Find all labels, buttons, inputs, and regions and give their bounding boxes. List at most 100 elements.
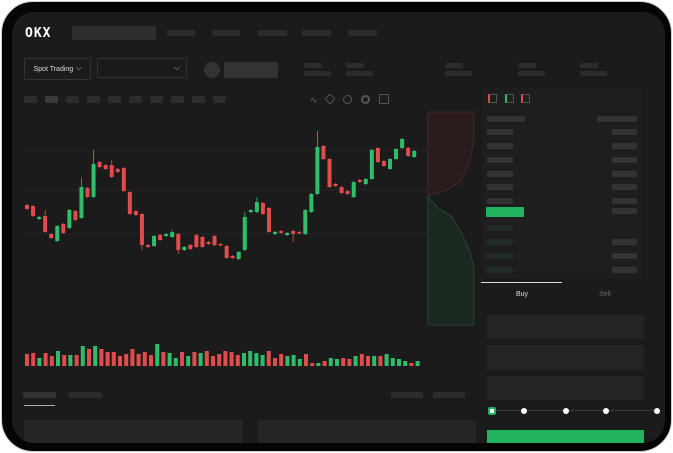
stat-label (580, 63, 598, 68)
candle-body (91, 164, 96, 197)
nav-item[interactable] (348, 30, 377, 36)
order-price[interactable] (487, 253, 513, 259)
filter-button[interactable] (391, 392, 423, 398)
nav-item[interactable] (302, 30, 331, 36)
camera-icon[interactable] (343, 95, 352, 104)
orders-tab-underline (24, 405, 55, 406)
candle-body (37, 217, 42, 219)
history-tab[interactable] (69, 392, 102, 398)
order-amount (612, 129, 637, 135)
target-icon[interactable] (361, 95, 370, 104)
volume-bar (87, 349, 91, 366)
sell-tab[interactable]: Sell (599, 291, 611, 298)
orders-tab[interactable] (23, 392, 56, 398)
depth-bids-area (427, 196, 475, 326)
filter-button[interactable] (433, 392, 465, 398)
volume-bar (372, 356, 377, 366)
candle-body (79, 187, 84, 218)
candle-body (43, 216, 48, 232)
order-price[interactable] (487, 184, 513, 190)
volume-bar (198, 353, 203, 366)
last-price[interactable] (486, 207, 524, 217)
timeframe-button[interactable] (129, 96, 142, 103)
order-price[interactable] (487, 225, 513, 231)
slider-stop-50[interactable] (563, 408, 569, 414)
order-amount (612, 157, 637, 163)
buy-button[interactable] (487, 430, 644, 443)
volume-bar (56, 351, 60, 366)
timeframe-button[interactable] (24, 96, 37, 103)
nav-item[interactable] (258, 30, 287, 36)
volume-bar (186, 356, 191, 366)
timeframe-button[interactable] (171, 96, 184, 103)
candle-body (394, 149, 399, 159)
timeframe-button[interactable] (213, 96, 226, 103)
stat-label (346, 63, 364, 68)
amount-slider-track[interactable] (492, 410, 659, 411)
nav-item[interactable] (167, 30, 195, 36)
candle-body (351, 182, 356, 197)
timeframe-button[interactable] (108, 96, 121, 103)
order-price[interactable] (487, 143, 513, 149)
pair-dropdown[interactable]: ⌵ (97, 58, 187, 78)
volume-bar (229, 352, 234, 366)
volume-bar (80, 346, 85, 366)
order-price[interactable] (487, 198, 513, 204)
candle-body (188, 245, 193, 249)
volume-bar (254, 353, 259, 366)
candle-body (242, 217, 247, 250)
volume-bar (136, 354, 141, 366)
slider-stop-25[interactable] (521, 408, 527, 414)
pair-name (224, 62, 278, 78)
order-price[interactable] (487, 116, 525, 122)
order-price[interactable] (487, 157, 513, 163)
price-input[interactable] (487, 315, 644, 339)
candle-body (67, 210, 72, 228)
volume-bar (204, 351, 209, 366)
order-price[interactable] (487, 267, 513, 273)
spot-trading-button[interactable]: Spot Trading ⌵ (24, 58, 91, 80)
stat-label (518, 63, 536, 68)
volume-bar (415, 361, 420, 366)
slider-handle[interactable] (488, 407, 496, 415)
candle-body (121, 168, 126, 191)
order-amount (597, 116, 637, 122)
buy-tab[interactable]: Buy (516, 291, 529, 298)
volume-bar (316, 363, 321, 366)
order-amount (612, 267, 637, 273)
nav-item[interactable] (212, 30, 240, 36)
order-price[interactable] (487, 239, 513, 245)
timeframe-button[interactable] (192, 96, 205, 103)
candle-body (176, 234, 181, 250)
order-price[interactable] (487, 129, 513, 135)
timeframe-button[interactable] (66, 96, 79, 103)
both-sides-icon[interactable] (488, 94, 497, 103)
slider-stop-75[interactable] (603, 408, 609, 414)
candle-body (279, 231, 284, 233)
volume-bar (93, 346, 98, 366)
okx-logo[interactable]: OKX (25, 26, 52, 41)
volume-bar (149, 355, 153, 366)
candlestick-chart[interactable] (12, 12, 665, 443)
timeframe-button[interactable] (150, 96, 163, 103)
stat-label (445, 63, 463, 68)
order-amount (612, 198, 637, 204)
candle-body (321, 146, 326, 159)
timeframe-button[interactable] (87, 96, 100, 103)
volume-bar (37, 358, 42, 366)
volume-bar (304, 354, 308, 366)
timeframe-button[interactable] (45, 96, 58, 103)
volume-bar (242, 353, 246, 366)
candle-body (73, 211, 78, 220)
order-price[interactable] (487, 171, 513, 177)
line-tool-icon[interactable]: ∿ (310, 95, 318, 105)
asks-only-icon[interactable] (521, 94, 530, 103)
amount-input[interactable] (487, 345, 644, 370)
bids-only-icon[interactable] (505, 94, 514, 103)
total-input[interactable] (487, 376, 644, 400)
slider-stop-100[interactable] (654, 408, 660, 414)
volume-bar (347, 359, 352, 366)
fullscreen-icon[interactable] (379, 94, 389, 104)
search-input[interactable] (72, 26, 156, 40)
stat-value (518, 71, 545, 76)
